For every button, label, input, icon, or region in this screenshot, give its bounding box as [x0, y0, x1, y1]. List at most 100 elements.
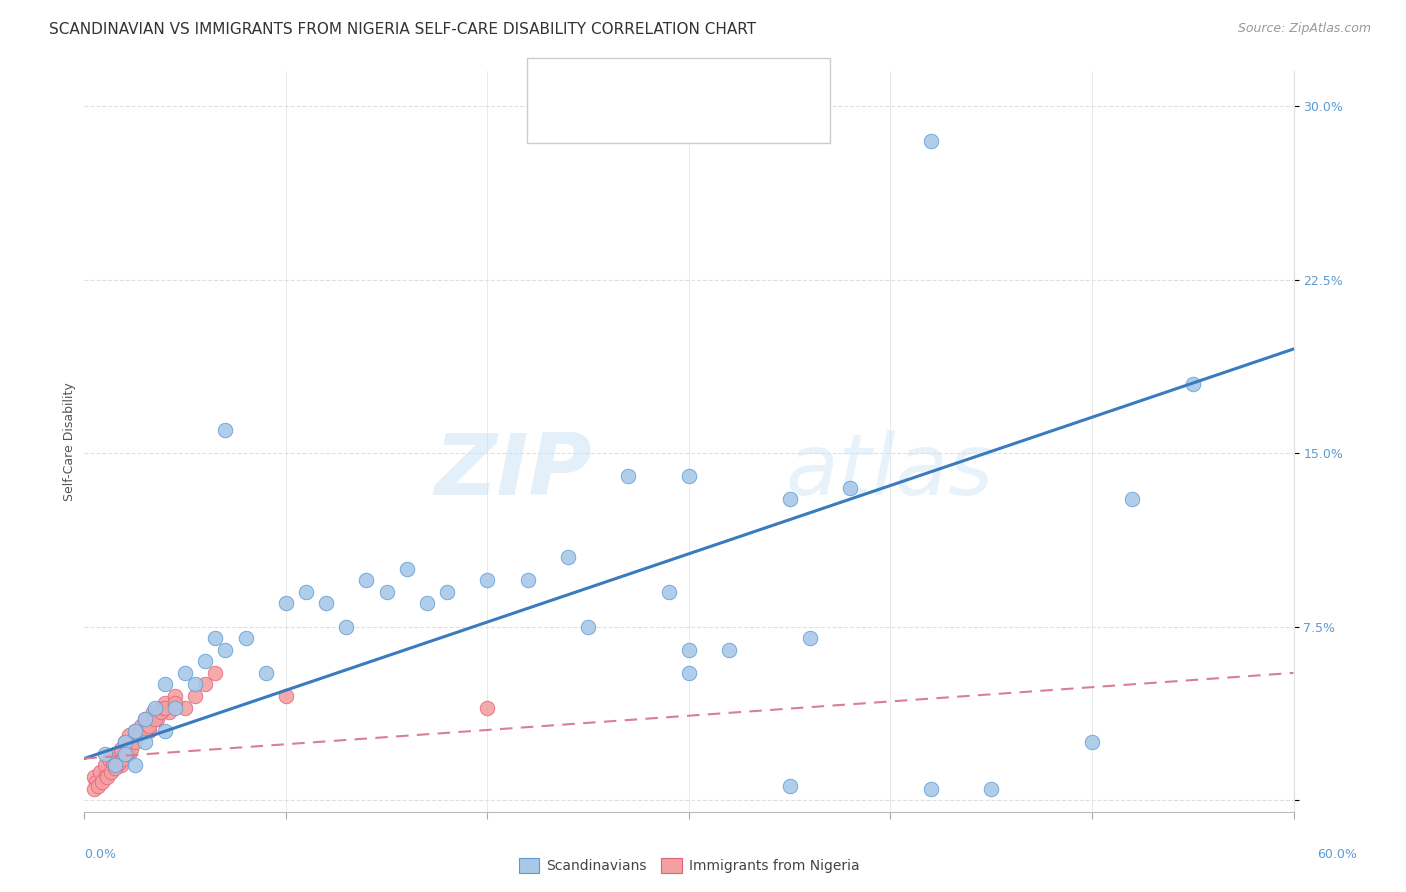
- Point: [83, 781, 105, 796]
- Point: [118, 728, 141, 742]
- Text: atlas: atlas: [786, 430, 994, 513]
- Point: [89, 765, 111, 780]
- Point: [93, 747, 115, 761]
- Point: [83, 770, 105, 784]
- Point: [114, 735, 136, 749]
- Point: [134, 723, 156, 738]
- Point: [114, 747, 136, 761]
- Legend: Scandinavians, Immigrants from Nigeria: Scandinavians, Immigrants from Nigeria: [513, 853, 865, 879]
- Point: [920, 781, 942, 796]
- Point: [165, 700, 187, 714]
- Text: Source: ZipAtlas.com: Source: ZipAtlas.com: [1237, 22, 1371, 36]
- Point: [375, 585, 398, 599]
- Point: [235, 631, 257, 645]
- Text: N =: N =: [690, 74, 727, 92]
- Point: [157, 705, 180, 719]
- Point: [110, 742, 132, 756]
- Point: [274, 689, 297, 703]
- Point: [124, 723, 146, 738]
- Point: [111, 751, 134, 765]
- Text: 60.0%: 60.0%: [1317, 848, 1357, 861]
- Text: ZIP: ZIP: [434, 430, 592, 513]
- Point: [678, 469, 700, 483]
- Text: 48: 48: [725, 74, 748, 92]
- Point: [114, 735, 136, 749]
- Point: [124, 723, 146, 738]
- Y-axis label: Self-Care Disability: Self-Care Disability: [63, 382, 76, 501]
- Point: [165, 696, 187, 710]
- Point: [395, 562, 418, 576]
- Point: [174, 700, 197, 714]
- Point: [104, 758, 127, 772]
- Point: [1181, 376, 1204, 391]
- Text: R =: R =: [586, 110, 623, 128]
- Point: [93, 758, 115, 772]
- Point: [165, 689, 187, 703]
- Point: [315, 597, 337, 611]
- Point: [477, 700, 499, 714]
- Text: R =: R =: [586, 74, 623, 92]
- Point: [149, 705, 172, 719]
- Point: [174, 665, 197, 680]
- Point: [204, 665, 226, 680]
- Point: [335, 619, 357, 633]
- Point: [436, 585, 458, 599]
- Point: [658, 585, 681, 599]
- Point: [617, 469, 640, 483]
- Point: [214, 642, 236, 657]
- Point: [115, 747, 138, 761]
- Point: [204, 631, 226, 645]
- Text: N =: N =: [690, 110, 727, 128]
- Point: [184, 689, 207, 703]
- Point: [779, 492, 801, 507]
- Point: [576, 619, 599, 633]
- Point: [149, 700, 172, 714]
- Point: [129, 719, 152, 733]
- Point: [125, 728, 148, 742]
- Point: [124, 735, 146, 749]
- Point: [194, 677, 217, 691]
- Point: [138, 723, 160, 738]
- Point: [124, 758, 146, 772]
- Point: [1081, 735, 1104, 749]
- Point: [214, 423, 236, 437]
- Point: [91, 774, 114, 789]
- Point: [143, 712, 166, 726]
- Point: [101, 758, 124, 772]
- Point: [799, 631, 821, 645]
- Text: 0.123: 0.123: [621, 110, 673, 128]
- Point: [134, 735, 156, 749]
- Point: [295, 585, 318, 599]
- Point: [980, 781, 1002, 796]
- Point: [356, 574, 378, 588]
- Point: [143, 700, 166, 714]
- Point: [779, 779, 801, 793]
- Point: [110, 758, 132, 772]
- Point: [104, 747, 127, 761]
- Point: [142, 705, 165, 719]
- Point: [146, 712, 169, 726]
- Point: [153, 723, 176, 738]
- Point: [194, 654, 217, 668]
- Point: [134, 712, 156, 726]
- Text: 0.0%: 0.0%: [84, 848, 117, 861]
- Point: [477, 574, 499, 588]
- Point: [138, 719, 160, 733]
- Point: [678, 665, 700, 680]
- Point: [120, 742, 142, 756]
- Point: [100, 765, 122, 780]
- Point: [118, 747, 141, 761]
- Point: [153, 677, 176, 691]
- Point: [105, 751, 128, 765]
- Point: [557, 550, 579, 565]
- Point: [184, 677, 207, 691]
- Point: [254, 665, 277, 680]
- Point: [1121, 492, 1143, 507]
- Point: [416, 597, 439, 611]
- Point: [839, 481, 862, 495]
- Text: 50: 50: [725, 110, 748, 128]
- Point: [678, 642, 700, 657]
- Point: [128, 728, 150, 742]
- Point: [920, 134, 942, 148]
- Point: [104, 761, 127, 775]
